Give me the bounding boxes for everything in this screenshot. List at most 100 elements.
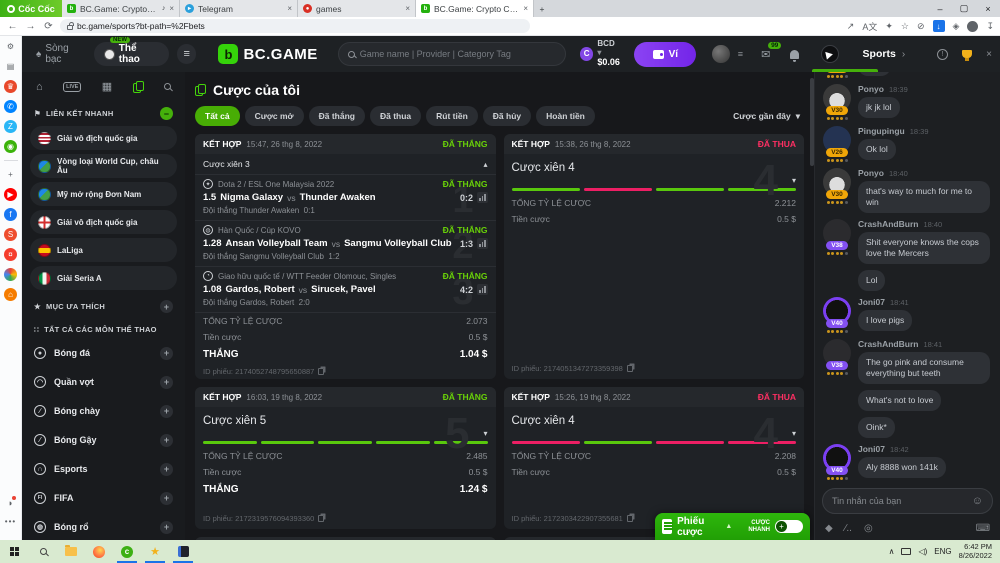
wallet-button[interactable]: Ví <box>634 41 697 67</box>
bcgame-logo[interactable]: b BC.GAME <box>218 44 317 64</box>
sidebar-item-basketball[interactable]: ◍ Bóng rổ + <box>30 514 177 540</box>
favorites-app-icon[interactable]: ★ <box>142 540 168 563</box>
messenger-icon[interactable]: ✆ <box>4 100 17 113</box>
panel-close-icon[interactable]: × <box>986 48 992 60</box>
emoji-icon[interactable]: ☺ <box>971 495 983 507</box>
chat-input[interactable] <box>832 496 967 506</box>
username[interactable]: Ponyo <box>858 83 884 94</box>
tray-chevron-icon[interactable]: ∧ <box>888 547 895 556</box>
newsfeed-icon[interactable]: ▤ <box>6 62 15 71</box>
bet-card[interactable]: KẾT HỢP 15:47, 26 thg 8, 2022 ĐÃ THẮNG Cượ… <box>195 134 496 379</box>
tab-games[interactable]: ● games × <box>298 0 416 17</box>
bet-card-partial[interactable]: KẾT HỢP17:21, 12 thg 8, 2022 <box>503 537 804 540</box>
downloads-tray-icon[interactable]: ↧ <box>986 20 994 31</box>
quick-link-item[interactable]: Giải vô địch quốc gia <box>30 210 177 234</box>
collapse-button[interactable]: − <box>160 107 173 120</box>
tab-close-icon[interactable]: × <box>169 4 174 13</box>
tab-bcgame-2-active[interactable]: b BC.Game: Crypto Casino Ga × <box>416 0 534 17</box>
close-button[interactable]: × <box>985 3 991 14</box>
add-shortcut-icon[interactable]: + <box>8 170 13 179</box>
info-icon[interactable]: ! <box>937 48 949 60</box>
volume-icon[interactable]: ◁) <box>918 547 928 556</box>
add-favorite-button[interactable]: + <box>160 300 173 313</box>
tab-close-icon[interactable]: × <box>405 4 410 13</box>
stats-icon[interactable] <box>477 238 488 249</box>
home-icon[interactable]: ⌂ <box>36 80 43 93</box>
search-input[interactable] <box>359 49 556 59</box>
bell-icon[interactable] <box>790 49 800 62</box>
sidebar-item-tennis[interactable]: ◠ Quần vợt + <box>30 369 177 395</box>
filter-cashout[interactable]: Rút tiền <box>426 106 478 126</box>
casino-switch[interactable]: ♠ Sòng bạc <box>36 43 86 65</box>
bet-card[interactable]: KẾT HỢP 15:26, 19 thg 8, 2022 ĐÃ THUA Cược… <box>503 387 804 529</box>
live-icon[interactable]: LIVE <box>63 81 82 92</box>
stats-icon[interactable] <box>477 192 488 203</box>
panel-tab-sports[interactable]: Sports <box>862 48 896 60</box>
copy-icon[interactable] <box>318 515 325 522</box>
main-scrollbar[interactable] <box>810 78 814 166</box>
games-icon[interactable]: ◉ <box>4 140 17 153</box>
adblock-shield-icon[interactable]: ⊘ <box>916 20 925 31</box>
settings-gear-icon[interactable]: ⚙ <box>6 42 15 51</box>
sidebar-search-icon[interactable] <box>163 83 171 90</box>
shopee-icon[interactable]: S <box>4 228 17 241</box>
notifications-bell-icon[interactable]: ◗ <box>8 496 17 508</box>
commands-icon[interactable]: ∕.. <box>844 522 852 534</box>
game-search[interactable] <box>337 42 566 66</box>
chat-avatar-icon[interactable] <box>821 45 839 63</box>
dark-app-icon[interactable] <box>170 540 196 563</box>
browser-profile-avatar[interactable] <box>967 20 979 32</box>
youtube-icon[interactable]: ▶ <box>4 188 17 201</box>
expand-icon[interactable]: + <box>160 520 173 534</box>
share-icon[interactable]: ↗ <box>846 20 855 31</box>
username[interactable]: Pingupingu <box>858 125 905 136</box>
reload-button[interactable]: ⟳ <box>44 20 53 32</box>
expand-caret-icon[interactable]: ▾ <box>791 429 796 438</box>
chat-input-wrap[interactable]: ☺ <box>822 488 993 514</box>
firefox-icon[interactable] <box>86 540 112 563</box>
translate-icon[interactable]: A文 <box>862 21 878 32</box>
username[interactable]: Joni07 <box>858 444 885 454</box>
tab-close-icon[interactable]: × <box>523 4 528 13</box>
more-icon[interactable]: ••• <box>4 517 17 526</box>
expand-caret-icon[interactable]: ▾ <box>791 176 796 185</box>
filter-cancelled[interactable]: Đã hủy <box>482 106 532 126</box>
copy-icon[interactable] <box>626 515 633 522</box>
sidebar-item-fifa[interactable]: FI FIFA + <box>30 485 177 511</box>
username[interactable]: Ponyo <box>858 167 884 178</box>
taskbar-search-icon[interactable] <box>30 540 56 563</box>
quick-link-item[interactable]: Mỹ mở rộng Đơn Nam <box>30 182 177 206</box>
forward-button[interactable]: → <box>25 20 36 32</box>
download-manager-icon[interactable]: ↓ <box>932 20 945 32</box>
sidebar-item-football[interactable]: ● Bóng đá + <box>30 340 177 366</box>
quick-bet-toggle[interactable] <box>775 520 804 533</box>
clock[interactable]: 6:42 PM 8/26/2022 <box>959 542 992 560</box>
copy-icon[interactable] <box>318 368 325 375</box>
keyboard-icon[interactable]: ⌨ <box>975 522 990 534</box>
filter-open[interactable]: Cược mở <box>244 106 304 126</box>
bookmark-star-icon[interactable]: ☆ <box>900 20 909 31</box>
coin-rain-icon[interactable]: ◆ <box>825 522 833 534</box>
balance-display[interactable]: C BCD ▾ $0.06 <box>579 39 621 67</box>
expand-icon[interactable]: + <box>160 346 173 360</box>
my-bets-icon[interactable] <box>132 80 144 93</box>
tab-telegram[interactable]: ▸ Telegram × <box>180 0 298 17</box>
bet-card[interactable]: KẾT HỢP 16:03, 19 thg 8, 2022 ĐÃ THẮNG Cượ… <box>195 387 496 529</box>
expand-icon[interactable]: + <box>160 462 173 476</box>
sort-dropdown[interactable]: Cược gần đây ▾ <box>733 111 804 122</box>
coccoc-taskbar-icon[interactable]: c <box>114 540 140 563</box>
minimize-button[interactable]: – <box>937 3 943 14</box>
betslip-button[interactable]: Phiếu cược ▲ CƯỢC NHANH <box>655 513 810 540</box>
user-avatar[interactable] <box>712 45 730 63</box>
expand-icon[interactable]: + <box>160 433 173 447</box>
rules-icon[interactable]: ◎ <box>863 522 873 534</box>
new-tab-button[interactable]: + <box>539 3 545 14</box>
tab-bcgame-1[interactable]: b BC.Game: Crypto Casino♪× <box>62 0 180 17</box>
menu-toggle-button[interactable]: ≡ <box>177 44 197 64</box>
filter-won[interactable]: Đã thắng <box>308 106 365 126</box>
calendar-icon[interactable]: ▦ <box>101 81 113 93</box>
crown-rewards-icon[interactable]: ♛ <box>4 80 17 93</box>
profile-menu-icon[interactable]: ≡ <box>737 49 744 59</box>
language-indicator[interactable]: ENG <box>934 547 952 556</box>
maximize-button[interactable]: ▢ <box>959 3 969 13</box>
